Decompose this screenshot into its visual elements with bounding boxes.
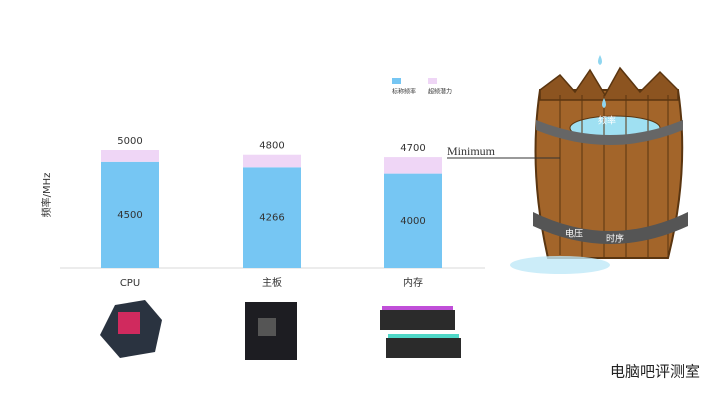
x-tick-label: 内存 bbox=[403, 276, 423, 289]
annotation: Minimum bbox=[447, 144, 496, 158]
legend-label: 标称频率 bbox=[392, 88, 416, 96]
annotation: 时序 bbox=[606, 233, 624, 245]
bar-segment bbox=[101, 150, 159, 162]
bar-segment bbox=[243, 154, 301, 168]
value-label: 4266 bbox=[259, 213, 284, 224]
annotation: 频率 bbox=[598, 115, 616, 127]
total-label: 4700 bbox=[400, 143, 425, 154]
product-images bbox=[100, 300, 461, 360]
x-tick-label: 主板 bbox=[262, 276, 282, 289]
y-axis-label: 频率/MHz bbox=[40, 173, 53, 218]
value-label: 4000 bbox=[400, 216, 425, 227]
x-tick-label: CPU bbox=[120, 278, 140, 289]
barrel bbox=[510, 55, 688, 274]
watermark: 电脑吧评测室 bbox=[610, 363, 700, 381]
legend-swatch bbox=[392, 78, 401, 84]
total-label: 4800 bbox=[259, 141, 284, 152]
bar-segment bbox=[384, 157, 442, 174]
annotation: 电压 bbox=[565, 228, 583, 240]
total-label: 5000 bbox=[117, 136, 142, 147]
bar-segment bbox=[384, 173, 442, 268]
bar-segment bbox=[243, 167, 301, 268]
bar-segment bbox=[101, 161, 159, 268]
legend-swatch bbox=[428, 78, 437, 84]
value-label: 4500 bbox=[117, 210, 142, 221]
legend-label: 超频潜力 bbox=[428, 88, 452, 96]
